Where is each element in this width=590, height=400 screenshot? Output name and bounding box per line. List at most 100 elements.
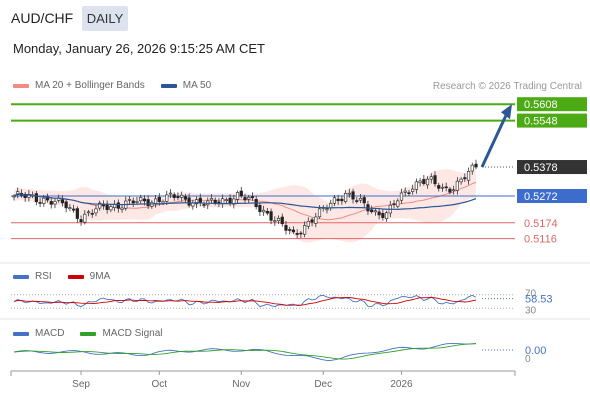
candle-body: [474, 163, 478, 168]
candle-body: [414, 181, 418, 190]
candle-body: [470, 164, 474, 172]
candle-body: [336, 198, 340, 201]
candle-body: [98, 202, 102, 209]
candle-body: [60, 199, 65, 204]
candle-body: [94, 208, 98, 214]
legend-item-ma50[interactable]: MA 50: [160, 80, 211, 91]
x-tick-label: Dec: [314, 379, 332, 390]
candle-body: [358, 198, 363, 201]
candle-body: [187, 197, 191, 206]
candle-body: [27, 194, 31, 198]
candle-body: [165, 194, 169, 202]
candle-body: [347, 192, 351, 195]
legend-item-rsi-ma[interactable]: 9MA: [67, 271, 111, 282]
legend-item-ma20[interactable]: MA 20 + Bollinger Bands: [13, 80, 145, 91]
forecast-arrow-head: [501, 104, 512, 120]
macd-signal-line: [13, 343, 477, 360]
timeframe-button[interactable]: DAILY: [82, 6, 128, 31]
legend-swatch: [13, 331, 29, 336]
candle-body: [243, 197, 247, 201]
candle-body: [280, 216, 284, 225]
candle-body: [291, 229, 296, 233]
candle-body: [362, 197, 366, 204]
macd-zero-label: 0: [525, 354, 531, 365]
candle-body: [276, 218, 281, 222]
candle-body: [411, 188, 415, 192]
candle-body: [34, 193, 38, 203]
candle-body: [90, 213, 94, 215]
candle-body: [455, 180, 459, 191]
candle-body: [284, 225, 288, 231]
candle-body: [265, 210, 269, 214]
candle-body: [83, 213, 87, 223]
candle-body: [23, 193, 27, 199]
candle-body: [384, 212, 389, 219]
candle-body: [459, 178, 463, 183]
candle-body: [381, 213, 385, 218]
rsi-value: 58.53: [525, 294, 553, 306]
candle-body: [116, 202, 120, 209]
candle-body: [16, 191, 20, 196]
candle-body: [161, 201, 165, 204]
candle-body: [332, 197, 337, 204]
x-tick-label: Sep: [72, 379, 90, 390]
candle-body: [209, 198, 214, 201]
candle-body: [194, 199, 199, 205]
candle-body: [429, 176, 433, 180]
candle-body: [239, 190, 243, 197]
candle-body: [172, 194, 176, 198]
candle-body: [314, 216, 318, 224]
macd-value: 0.00: [525, 345, 546, 357]
x-tick-label: 2026: [390, 379, 413, 390]
candle-body: [448, 188, 452, 193]
candle-body: [49, 201, 53, 205]
chart-header: AUD/CHF DAILY Monday, January 26, 2026 9…: [0, 0, 590, 70]
level-tag: [517, 188, 587, 203]
candle-body: [221, 198, 225, 204]
candle-body: [72, 208, 76, 211]
candle-body: [317, 208, 322, 218]
legend-swatch: [67, 274, 84, 279]
candle-body: [86, 211, 91, 214]
credit-text: Research © 2026 Trading Central: [432, 81, 582, 92]
candle-body: [53, 201, 57, 205]
x-tick-label: Nov: [232, 379, 250, 390]
candle-body: [139, 197, 143, 202]
legend-item-macd[interactable]: MACD: [13, 328, 64, 339]
legend-swatch: [80, 331, 97, 336]
x-tick-label: Oct: [152, 379, 168, 390]
legend-label: MA 20 + Bollinger Bands: [35, 80, 145, 91]
ma50-line: [13, 193, 477, 210]
candle-body: [101, 204, 106, 206]
legend-swatch: [13, 274, 29, 279]
candle-body: [452, 189, 456, 192]
candle-body: [191, 202, 195, 207]
legend-label: 9MA: [89, 271, 111, 282]
legend-item-rsi[interactable]: RSI: [13, 271, 52, 282]
candle-body: [396, 200, 400, 207]
candle-body: [109, 206, 113, 211]
candle-body: [392, 203, 396, 205]
legend-item-macd-signal[interactable]: MACD Signal: [80, 328, 162, 339]
candle-body: [42, 197, 46, 204]
candle-body: [38, 202, 42, 204]
candle-body: [202, 204, 206, 206]
candle-body: [370, 209, 374, 213]
legend-label: MACD Signal: [102, 328, 163, 339]
legend-label: RSI: [35, 271, 52, 282]
candle-body: [288, 229, 292, 231]
candle-body: [325, 208, 329, 211]
candle-body: [273, 220, 277, 222]
symbol-label: AUD/CHF: [11, 10, 74, 26]
candle-body: [269, 211, 273, 221]
candle-body: [142, 198, 147, 202]
candle-body: [45, 196, 50, 201]
candle-body: [176, 196, 180, 198]
candle-body: [403, 190, 407, 193]
rsi-ma-line: [13, 296, 477, 306]
level-tag: [517, 97, 587, 112]
rsi-level-label: 30: [525, 305, 537, 316]
candle-body: [407, 192, 411, 194]
macd-legend: MACD MACD Signal: [13, 328, 178, 339]
